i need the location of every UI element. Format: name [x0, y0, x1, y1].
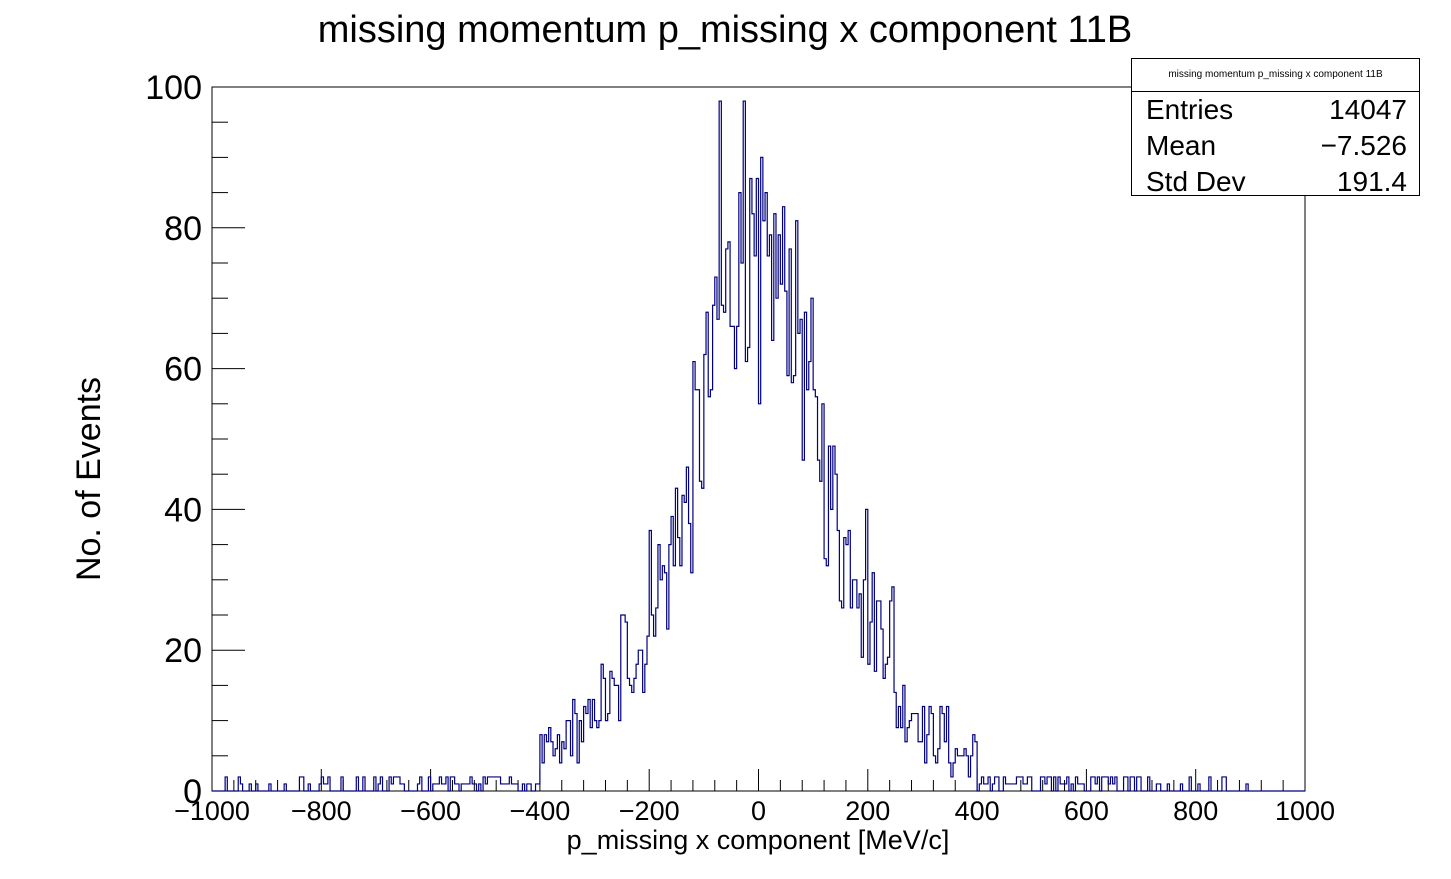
x-axis: −1000 −800 −600 −400 −200 0 200 400 600 800 1000	[174, 769, 1335, 826]
y-tick-label: 20	[164, 632, 202, 670]
stats-value: 14047	[1329, 94, 1407, 125]
x-tick-label: 1000	[1275, 796, 1335, 826]
y-tick-label: 80	[164, 210, 202, 248]
x-tick-label: −1000	[174, 796, 250, 826]
stats-label: Entries	[1146, 94, 1234, 125]
y-axis-label: No. of Events	[70, 377, 108, 581]
x-tick-label: 400	[955, 796, 1000, 826]
x-tick-label: −600	[400, 796, 461, 826]
stats-value: −7.526	[1320, 130, 1407, 161]
y-tick-label: 60	[164, 351, 202, 389]
y-tick-label: 40	[164, 491, 202, 529]
stats-row-mean: Mean −7.526	[1132, 128, 1419, 164]
stats-label: Std Dev	[1146, 166, 1246, 197]
stats-row-stddev: Std Dev 191.4	[1132, 164, 1419, 200]
y-tick-label: 0	[183, 773, 202, 811]
x-tick-label: −400	[509, 796, 570, 826]
stats-row-entries: Entries 14047	[1132, 92, 1419, 128]
stats-box-title: missing momentum p_missing x component 1…	[1132, 59, 1419, 92]
x-tick-label: 600	[1064, 796, 1109, 826]
stats-box: missing momentum p_missing x component 1…	[1131, 58, 1420, 197]
chart-title: missing momentum p_missing x component 1…	[318, 9, 1133, 51]
x-tick-label: 200	[845, 796, 890, 826]
histogram-line	[212, 100, 1305, 792]
stats-value: 191.4	[1336, 166, 1407, 197]
y-tick-label: 100	[145, 69, 202, 107]
x-tick-label: 800	[1173, 796, 1218, 826]
x-tick-label: −200	[619, 796, 680, 826]
stats-label: Mean	[1146, 130, 1217, 161]
y-axis: 0 20 40 60 80 100	[145, 69, 245, 811]
x-tick-label: 0	[751, 796, 766, 826]
x-axis-label: p_missing x component [MeV/c]	[567, 825, 950, 855]
x-tick-label: −800	[291, 796, 352, 826]
